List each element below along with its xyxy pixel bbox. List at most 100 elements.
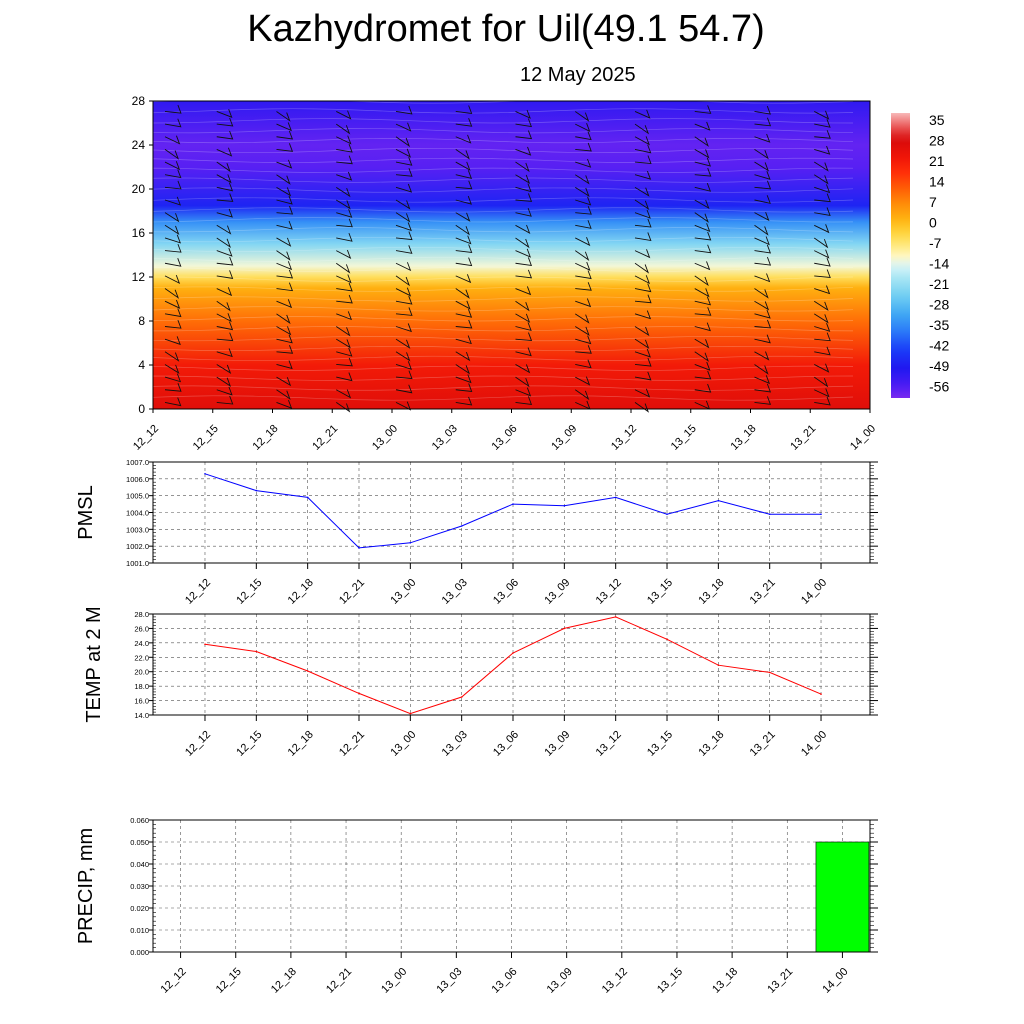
wind-barb xyxy=(813,376,829,388)
wind-barb xyxy=(276,261,293,271)
wind-barb xyxy=(813,237,829,249)
y-tick-label: 18.0 xyxy=(134,682,149,691)
wind-barb xyxy=(164,299,181,309)
wind-barb xyxy=(455,170,473,179)
wind-barb xyxy=(754,170,771,180)
temp-point xyxy=(563,627,566,630)
wind-barb xyxy=(395,351,411,362)
wind-barb xyxy=(694,136,709,147)
wind-barb xyxy=(455,134,472,144)
wind-barb xyxy=(276,122,292,132)
wind-barb xyxy=(634,199,650,210)
wind-barb xyxy=(515,364,531,374)
contour-line xyxy=(152,138,854,144)
wind-barb xyxy=(634,123,650,135)
x-tick-label: 12_12 xyxy=(159,966,189,996)
wind-barb xyxy=(754,375,771,385)
wind-barb xyxy=(276,130,294,140)
temp-point xyxy=(768,671,771,674)
wind-barb xyxy=(814,313,829,324)
wind-barb xyxy=(164,351,180,362)
wind-barb xyxy=(276,360,293,370)
x-tick-label: 12_18 xyxy=(269,966,299,996)
wind-barb xyxy=(575,237,591,247)
wind-barb xyxy=(515,224,531,235)
wind-barb xyxy=(814,323,831,332)
wind-barb xyxy=(455,319,473,329)
wind-barb xyxy=(216,174,232,184)
wind-barb xyxy=(276,345,294,354)
wind-barb xyxy=(814,300,829,312)
x-tick-label: 13_06 xyxy=(491,577,521,607)
contour-line xyxy=(152,306,854,312)
wind-barb xyxy=(395,262,412,272)
y-tick-label: 16 xyxy=(132,226,146,240)
wind-barb xyxy=(276,205,294,215)
y-tick-label: 12 xyxy=(132,270,146,284)
y-tick-label: 0.050 xyxy=(130,838,149,847)
wind-barb xyxy=(574,389,590,401)
x-tick-label: 13_09 xyxy=(542,577,572,607)
wind-barb xyxy=(814,346,831,356)
x-tick-label: 13_15 xyxy=(645,729,675,759)
wind-barb xyxy=(694,370,712,380)
contour-line xyxy=(152,316,854,322)
wind-barb xyxy=(814,110,830,120)
wind-barb xyxy=(455,195,472,205)
colorbar-label: 21 xyxy=(929,153,945,169)
y-tick-label: 22.0 xyxy=(134,653,149,662)
x-tick-label: 13_06 xyxy=(490,966,520,996)
wind-barb xyxy=(634,249,651,259)
x-tick-label: 13_03 xyxy=(440,577,470,607)
wind-barb xyxy=(276,389,291,400)
contour-line xyxy=(152,296,854,302)
wind-barb xyxy=(336,347,353,357)
wind-barb xyxy=(515,257,533,266)
y-tick-label: 0 xyxy=(138,402,145,416)
wind-barb xyxy=(395,370,413,380)
wind-barb xyxy=(634,326,650,337)
wind-barb xyxy=(216,237,231,248)
x-tick-label: 13_00 xyxy=(370,423,400,453)
contour-line xyxy=(152,276,854,282)
wind-barb xyxy=(575,174,590,185)
wind-barb xyxy=(164,383,182,392)
wind-barb xyxy=(634,186,650,197)
temp-point xyxy=(255,650,258,653)
wind-barb xyxy=(276,237,292,247)
temp-point xyxy=(358,692,360,695)
wind-barb xyxy=(276,186,292,197)
contour-line xyxy=(152,395,854,401)
wind-barb xyxy=(694,322,711,332)
wind-barb xyxy=(164,364,180,374)
y-tick-label: 4 xyxy=(138,358,145,372)
wind-barb xyxy=(694,182,712,192)
wind-barb xyxy=(455,364,470,375)
wind-barb xyxy=(694,361,711,371)
wind-barb xyxy=(515,322,532,332)
wind-barb xyxy=(164,243,182,253)
wind-barb xyxy=(814,269,831,279)
y-tick-label: 26.0 xyxy=(134,624,149,633)
wind-barb xyxy=(216,300,231,312)
temp-point xyxy=(409,712,412,715)
colorbar-label: -7 xyxy=(929,235,942,251)
precip-panel: 0.000 0.010 0.020 0.030 0.040 0.050 0.060 12_12… xyxy=(75,816,878,996)
wind-barb xyxy=(276,111,291,122)
wind-barb xyxy=(395,338,411,349)
x-tick-label: 13_18 xyxy=(696,577,726,607)
wind-barb xyxy=(395,157,413,166)
wind-barb xyxy=(634,357,652,367)
wind-barb xyxy=(336,110,352,120)
wind-barb xyxy=(455,105,473,115)
pmsl-point xyxy=(820,513,822,515)
wind-barb xyxy=(395,323,412,333)
x-tick-label: 13_21 xyxy=(748,577,778,607)
colorbar-label: 0 xyxy=(929,215,937,231)
temp-frame xyxy=(152,613,871,716)
wind-barb xyxy=(814,119,831,128)
temp-point xyxy=(717,664,720,666)
wind-barb xyxy=(694,223,711,233)
wind-barb xyxy=(336,249,352,260)
wind-barb xyxy=(276,326,292,336)
